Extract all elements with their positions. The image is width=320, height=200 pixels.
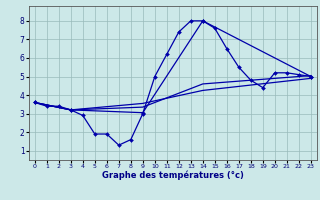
X-axis label: Graphe des températures (°c): Graphe des températures (°c): [102, 171, 244, 180]
